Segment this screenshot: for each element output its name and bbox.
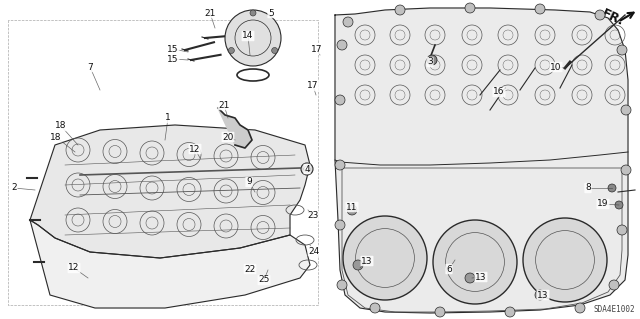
Text: 16: 16 bbox=[493, 87, 505, 97]
Text: 17: 17 bbox=[307, 81, 319, 91]
Circle shape bbox=[621, 165, 631, 175]
Text: 24: 24 bbox=[308, 247, 319, 256]
Circle shape bbox=[347, 205, 357, 215]
Circle shape bbox=[535, 290, 545, 300]
Text: 1: 1 bbox=[165, 114, 171, 122]
Text: SDA4E1002: SDA4E1002 bbox=[593, 305, 635, 314]
Text: 21: 21 bbox=[218, 100, 230, 109]
Circle shape bbox=[395, 5, 405, 15]
Text: 6: 6 bbox=[446, 264, 452, 273]
Circle shape bbox=[608, 184, 616, 192]
Circle shape bbox=[465, 3, 475, 13]
Circle shape bbox=[353, 260, 363, 270]
Text: 18: 18 bbox=[55, 122, 67, 130]
Circle shape bbox=[465, 273, 475, 283]
Circle shape bbox=[595, 10, 605, 20]
Circle shape bbox=[337, 40, 347, 50]
Text: 20: 20 bbox=[222, 132, 234, 142]
Text: 7: 7 bbox=[87, 63, 93, 71]
Text: 13: 13 bbox=[537, 291, 548, 300]
Circle shape bbox=[343, 17, 353, 27]
Circle shape bbox=[271, 48, 278, 54]
Text: 17: 17 bbox=[311, 44, 323, 54]
Circle shape bbox=[609, 280, 619, 290]
Circle shape bbox=[523, 218, 607, 302]
Text: 8: 8 bbox=[585, 183, 591, 192]
Circle shape bbox=[505, 307, 515, 317]
Text: 3: 3 bbox=[427, 57, 433, 66]
Circle shape bbox=[370, 303, 380, 313]
Polygon shape bbox=[30, 125, 310, 258]
Text: 25: 25 bbox=[259, 276, 269, 285]
Text: 2: 2 bbox=[11, 183, 17, 192]
Circle shape bbox=[335, 220, 345, 230]
Text: 12: 12 bbox=[189, 145, 201, 153]
Text: 21: 21 bbox=[204, 9, 216, 18]
Text: 13: 13 bbox=[476, 272, 487, 281]
Text: 15: 15 bbox=[167, 44, 179, 54]
Circle shape bbox=[427, 55, 437, 65]
Polygon shape bbox=[218, 108, 252, 148]
Circle shape bbox=[250, 10, 256, 16]
Circle shape bbox=[337, 280, 347, 290]
Polygon shape bbox=[30, 220, 310, 308]
Text: 22: 22 bbox=[244, 264, 255, 273]
Circle shape bbox=[225, 10, 281, 66]
Text: 10: 10 bbox=[550, 63, 562, 71]
Text: 14: 14 bbox=[243, 32, 253, 41]
Circle shape bbox=[343, 216, 427, 300]
Circle shape bbox=[617, 45, 627, 55]
Circle shape bbox=[535, 4, 545, 14]
Circle shape bbox=[617, 225, 627, 235]
Text: FR.: FR. bbox=[600, 7, 627, 29]
Text: 13: 13 bbox=[361, 256, 372, 265]
Circle shape bbox=[615, 201, 623, 209]
Circle shape bbox=[433, 220, 517, 304]
Text: 15: 15 bbox=[167, 55, 179, 63]
Text: 19: 19 bbox=[597, 199, 609, 209]
Circle shape bbox=[621, 105, 631, 115]
Circle shape bbox=[335, 95, 345, 105]
Circle shape bbox=[435, 307, 445, 317]
Text: 5: 5 bbox=[268, 9, 274, 18]
FancyArrowPatch shape bbox=[620, 13, 634, 20]
Text: 4: 4 bbox=[304, 165, 310, 174]
Circle shape bbox=[301, 163, 313, 175]
Text: 9: 9 bbox=[246, 177, 252, 187]
Text: 12: 12 bbox=[68, 263, 80, 272]
Circle shape bbox=[575, 303, 585, 313]
Circle shape bbox=[228, 48, 234, 54]
Text: 23: 23 bbox=[307, 211, 319, 220]
Text: 11: 11 bbox=[346, 203, 358, 211]
Circle shape bbox=[335, 160, 345, 170]
Polygon shape bbox=[335, 8, 628, 313]
Text: 18: 18 bbox=[51, 132, 61, 142]
